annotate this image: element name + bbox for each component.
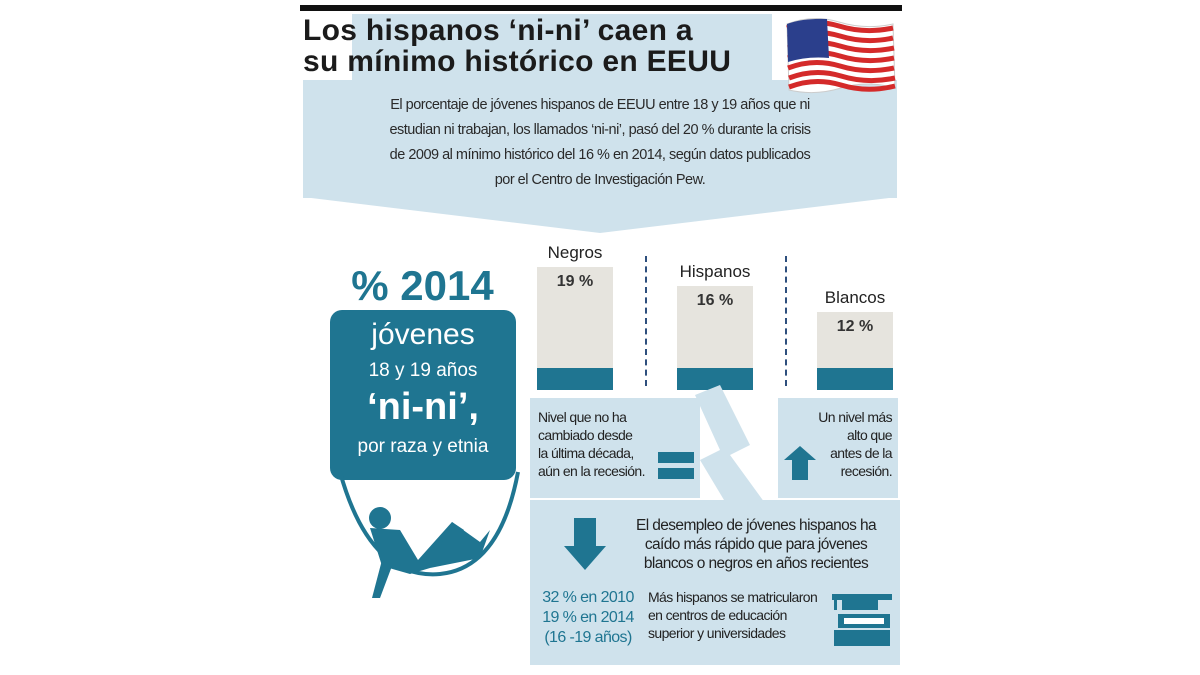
unemployment-panel: El desempleo de jóvenes hispanos ha caíd… <box>530 500 900 665</box>
down-arrow-icon <box>564 518 606 570</box>
bar-base <box>677 368 753 390</box>
education-text: Más hispanos se matricularon <box>648 589 818 605</box>
top-rule <box>300 5 902 11</box>
stat-2014: 19 % en 2014 <box>542 609 634 626</box>
us-flag-icon <box>786 18 896 94</box>
equals-icon-bar <box>658 468 694 479</box>
bar-hispanos: 16 % <box>677 286 753 390</box>
bar-label-hispanos: Hispanos <box>679 262 751 281</box>
intro-panel-arrow <box>303 197 897 233</box>
bar-label-negros: Negros <box>547 242 603 262</box>
callout-text: cambiado desde <box>538 427 633 443</box>
callout-text: aún en la recesión. <box>538 463 646 479</box>
intro-line-1: El porcentaje de jóvenes hispanos de EEU… <box>390 97 810 113</box>
callout-text: Un nivel más <box>818 409 892 425</box>
chart-divider <box>645 256 647 386</box>
bar-base <box>537 368 613 390</box>
callout-text: antes de la <box>830 445 893 461</box>
stat-age-range: (16 -19 años) <box>544 629 632 646</box>
callout-text: alto que <box>846 427 893 443</box>
unemployment-text: blancos o negros en años recientes <box>643 555 869 572</box>
books-graduation-icon <box>832 594 892 646</box>
callout-negros: Nivel que no ha cambiado desde la última… <box>530 398 700 498</box>
box-line-2: 18 y 19 años <box>368 360 478 381</box>
education-text: superior y universidades <box>648 625 786 641</box>
unemployment-text: caído más rápido que para jóvenes <box>644 536 868 553</box>
title-background <box>352 14 772 84</box>
education-text: en centros de educación <box>648 607 787 623</box>
callout-text: Nivel que no ha <box>538 409 627 425</box>
callout-blancos: Un nivel más alto que antes de la recesi… <box>778 398 898 498</box>
title-line-2: su mínimo histórico en EEUU <box>303 45 732 78</box>
bar-base <box>817 368 893 390</box>
callout-text: la última década, <box>538 445 634 461</box>
intro-panel <box>303 80 897 198</box>
bar-negros: 19 % <box>537 266 613 390</box>
bar-blancos: 12 % <box>817 312 893 390</box>
equals-icon <box>658 452 694 463</box>
headline-year: % 2014 <box>351 262 494 309</box>
title-line-1: Los hispanos ‘ni-ni’ caen a <box>303 14 693 47</box>
unemployment-text: El desempleo de jóvenes hispanos ha <box>635 517 877 534</box>
bar-value-label: 12 % <box>836 318 874 335</box>
subject-box: jóvenes 18 y 19 años ‘ni-ni’, por raza y… <box>330 310 516 480</box>
intro-line-4: por el Centro de Investigación Pew. <box>494 172 706 188</box>
intro-line-2: estudian ni trabajan, los llamados ‘ni-n… <box>389 122 811 138</box>
intro-line-3: de 2009 al mínimo histórico del 16 % en … <box>389 147 811 163</box>
bar-value-label: 16 % <box>696 292 734 309</box>
bar-value-label: 19 % <box>556 272 594 290</box>
hammock-figure-icon <box>338 471 520 598</box>
box-line-3: ‘ni-ni’, <box>367 386 479 428</box>
chart-divider <box>785 256 787 386</box>
bar-label-blancos: Blancos <box>824 288 886 307</box>
up-arrow-icon <box>784 446 816 480</box>
callout-text: recesión. <box>840 463 893 479</box>
box-line-4: por raza y etnia <box>357 436 489 457</box>
stat-2010: 32 % en 2010 <box>542 589 634 606</box>
box-line-1: jóvenes <box>371 318 475 351</box>
lightning-connector <box>695 385 770 510</box>
